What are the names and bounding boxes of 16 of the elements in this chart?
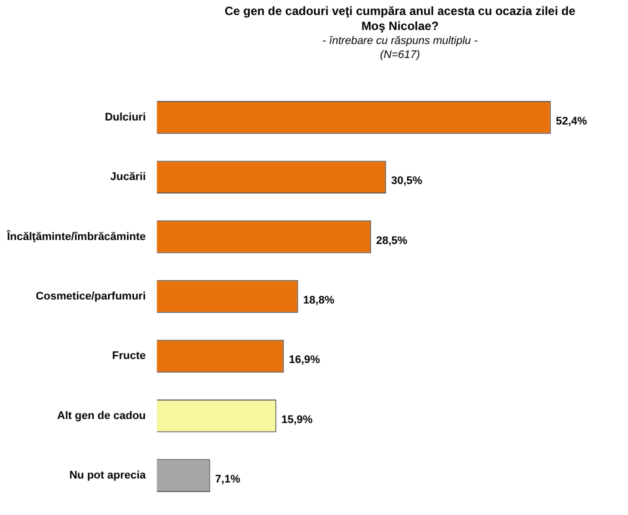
y-tick-label: Alt gen de cadou (57, 410, 146, 422)
data-label: 30,5% (391, 175, 423, 188)
chart-subtitle: - întrebare cu răspuns multiplu - (N=617) (321, 34, 479, 62)
y-tick-label: Dulciuri (104, 111, 146, 124)
data-label: 7,1% (215, 474, 240, 486)
data-label: 28,5% (376, 234, 408, 247)
y-tick-label: Nu pot aprecia (69, 470, 147, 482)
chart-title: Ce gen de cadouri veţi cumpăra anul acesta cu ocazia zilei de Moş Nicolae? (224, 4, 576, 34)
y-tick-label: Jucării (110, 171, 146, 184)
y-tick-label: Fructe (112, 350, 146, 362)
y-tick-label: Încălţăminte/îmbrăcăminte (6, 230, 146, 243)
data-label: 15,9% (281, 414, 313, 426)
data-label: 52,4% (556, 115, 588, 128)
data-label: 16,9% (288, 354, 320, 366)
data-label: 18,8% (303, 294, 335, 307)
y-tick-label: Cosmetice/parfumuri (36, 290, 146, 303)
